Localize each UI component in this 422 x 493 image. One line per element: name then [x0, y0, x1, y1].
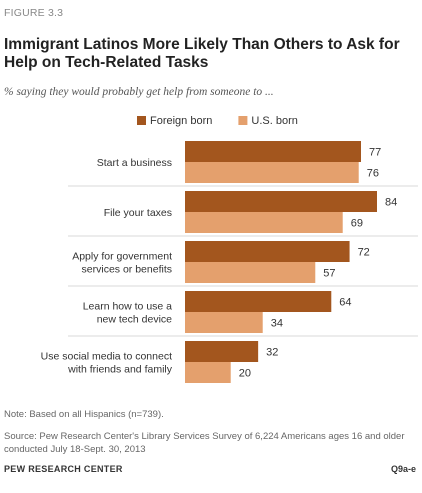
bar-foreign-born [185, 341, 259, 362]
data-label: 32 [266, 347, 278, 359]
bar-foreign-born [185, 241, 350, 262]
bar-foreign-born [185, 291, 332, 312]
category-label: Start a business [97, 157, 172, 169]
data-label: 57 [323, 268, 335, 280]
bar-chart: Foreign born U.S. born Start a business 77 7… [41, 115, 418, 383]
question-code: Q9a-e [390, 464, 416, 474]
legend-label-2: U.S. born [251, 115, 297, 127]
category-label: new tech device [97, 314, 172, 326]
legend-label-1: Foreign born [150, 115, 212, 127]
bar-us-born [185, 162, 359, 183]
legend-swatch-1 [137, 116, 146, 125]
data-label: 72 [358, 247, 370, 259]
brand-label: PEW RESEARCH CENTER [4, 464, 123, 474]
data-label: 69 [351, 218, 363, 230]
category-label: Use social media to connect [41, 351, 172, 363]
bar-us-born [185, 212, 343, 233]
legend-swatch-2 [238, 116, 248, 125]
category-label: File your taxes [104, 207, 172, 219]
bar-foreign-born [185, 141, 361, 162]
category-label: with friends and family [67, 364, 173, 376]
category-label: Learn how to use a [83, 301, 172, 313]
bar-us-born [185, 262, 316, 283]
data-label: 77 [369, 147, 381, 159]
chart-subtitle: % saying they would probably get help fr… [4, 86, 274, 98]
data-label: 34 [271, 318, 283, 330]
figure-label: FIGURE 3.3 [4, 7, 64, 19]
note: Note: Based on all Hispanics (n=739). [4, 409, 164, 420]
bar-foreign-born [185, 191, 377, 212]
bar-us-born [185, 312, 263, 333]
bar-us-born [185, 362, 231, 383]
data-label: 84 [385, 197, 397, 209]
category-label: services or benefits [82, 264, 172, 276]
category-label: Apply for government [72, 251, 172, 263]
chart-title: Immigrant Latinos More Likely Than Other… [4, 36, 400, 71]
data-label: 64 [339, 297, 351, 309]
data-label: 20 [239, 368, 251, 380]
data-label: 76 [367, 168, 379, 180]
source: Source: Pew Research Center's Library Se… [4, 431, 405, 455]
